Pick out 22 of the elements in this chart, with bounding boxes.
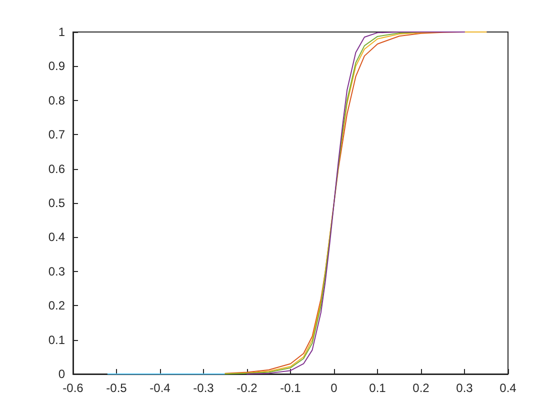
x-tick-label: 0.4 [500, 381, 517, 395]
y-tick-label: 0.9 [48, 59, 66, 74]
y-tick-label: 0 [58, 367, 66, 381]
x-tick-label: -0.4 [150, 381, 171, 395]
y-tick-label: 1 [58, 25, 66, 39]
y-tick-label: 0.2 [48, 298, 66, 313]
x-tick-label: 0.2 [412, 381, 430, 395]
x-tick-label: -0.1 [280, 381, 302, 395]
x-tick-label: -0.3 [193, 381, 214, 395]
x-tick-label: -0.5 [106, 381, 128, 395]
y-tick-label: 0.1 [48, 332, 66, 347]
x-tick-label: -0.6 [62, 381, 84, 395]
y-tick-label: 0.8 [48, 93, 66, 108]
x-tick-label: -0.2 [236, 381, 258, 395]
x-tick-label: 0.1 [369, 381, 386, 395]
y-tick-label: 0.5 [48, 196, 66, 210]
y-tick-label: 0.3 [48, 264, 66, 278]
y-tick-label: 0.4 [48, 230, 66, 244]
x-tick-label: 0 [330, 381, 338, 395]
y-tick-label: 0.7 [48, 128, 66, 142]
x-tick-label: 0.3 [456, 381, 474, 395]
y-tick-label: 0.6 [48, 162, 66, 176]
